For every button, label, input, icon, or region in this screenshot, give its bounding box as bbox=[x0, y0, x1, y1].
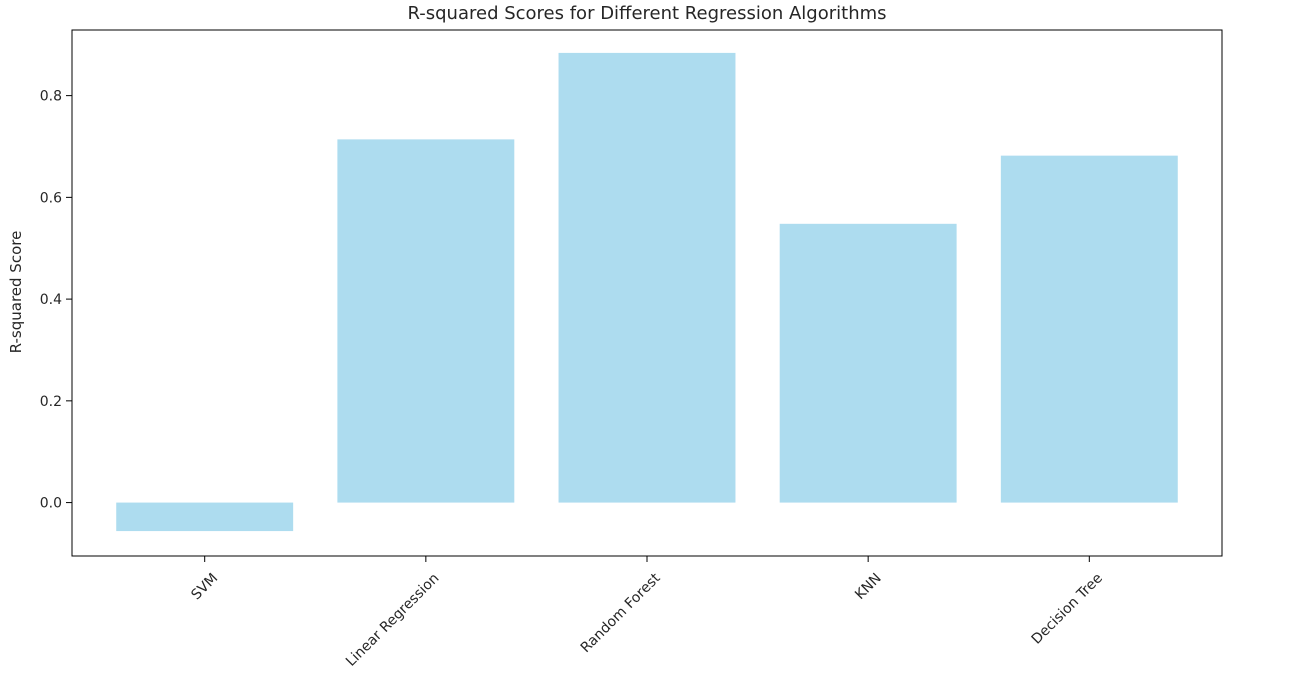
bar-decision-tree bbox=[1000, 155, 1178, 503]
bar-knn bbox=[779, 223, 957, 503]
bar-random-forest bbox=[558, 52, 736, 503]
x-tick-label: Random Forest bbox=[578, 570, 664, 656]
bars bbox=[116, 52, 1178, 532]
y-tick-label: 0.0 bbox=[40, 496, 62, 512]
y-axis-ticks: 0.0 0.2 0.4 0.6 0.8 bbox=[40, 89, 72, 512]
y-tick-label: 0.8 bbox=[40, 89, 62, 105]
y-tick-label: 0.6 bbox=[40, 190, 62, 206]
bar-svm bbox=[116, 502, 294, 532]
x-tick-label: SVM bbox=[188, 570, 221, 603]
x-tick-label: KNN bbox=[852, 570, 885, 603]
y-tick-label: 0.4 bbox=[40, 292, 62, 308]
x-tick-label: Linear Regression bbox=[343, 570, 442, 669]
y-axis-label: R-squared Score bbox=[7, 231, 25, 354]
x-tick-label: Decision Tree bbox=[1029, 570, 1106, 647]
bar-linear-regression bbox=[337, 139, 515, 503]
plot-frame bbox=[71, 29, 1223, 557]
chart-title: R-squared Scores for Different Regressio… bbox=[407, 3, 886, 24]
y-tick-label: 0.2 bbox=[40, 394, 62, 410]
x-axis-ticks: SVM Linear Regression Random Forest KNN Deci… bbox=[188, 556, 1106, 670]
